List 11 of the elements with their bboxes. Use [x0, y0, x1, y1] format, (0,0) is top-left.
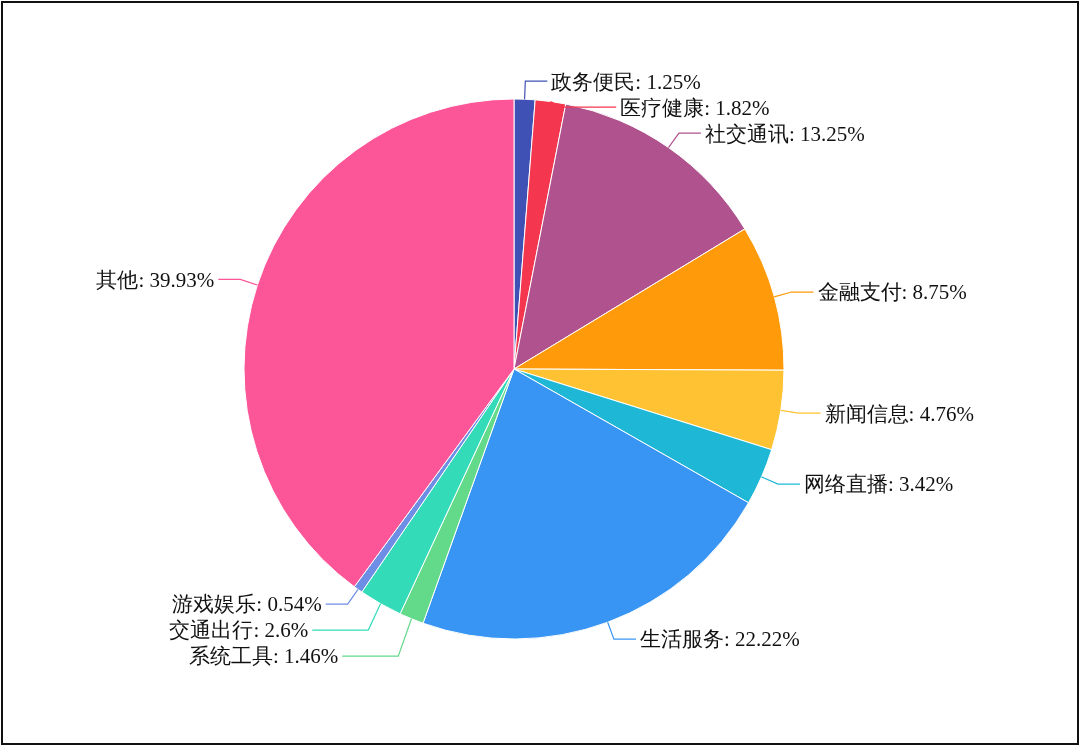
- slice-label: 系统工具: 1.46%: [188, 644, 339, 669]
- slice-label: 网络直播: 3.42%: [804, 472, 954, 497]
- slice-label: 政务便民: 1.25%: [551, 69, 701, 94]
- slice-label: 社交通讯: 13.25%: [704, 121, 865, 146]
- slice-label: 生活服务: 22.22%: [639, 627, 800, 652]
- slice-label: 医疗健康: 1.82%: [620, 95, 770, 120]
- slice-label: 交通出行: 2.6%: [169, 618, 309, 643]
- slice-label: 其他: 39.93%: [96, 267, 215, 292]
- slice-label: 游戏娱乐: 0.54%: [172, 592, 322, 617]
- slice-label: 金融支付: 8.75%: [817, 280, 967, 305]
- slice-label: 新闻信息: 4.76%: [824, 401, 974, 426]
